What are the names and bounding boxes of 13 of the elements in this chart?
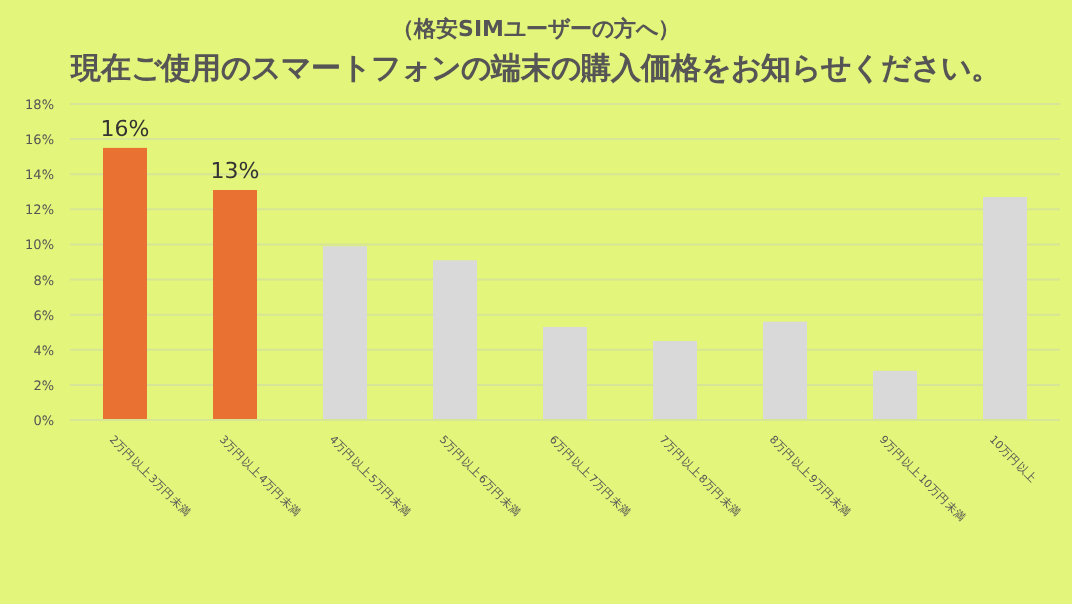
bar — [763, 321, 807, 420]
bar — [873, 370, 917, 420]
chart-subtitle: （格安SIMユーザーの方へ） — [392, 16, 680, 42]
bar — [213, 190, 257, 420]
bar — [323, 246, 367, 420]
data-label: 13% — [210, 158, 260, 185]
bar — [433, 260, 477, 420]
bar — [103, 147, 147, 420]
chart-title: 現在ご使用のスマートフォンの端末の購入価格をお知らせください。 — [69, 50, 1001, 86]
bar — [983, 197, 1027, 420]
data-label: 16% — [100, 115, 150, 142]
bar — [543, 326, 587, 420]
bar — [653, 341, 697, 420]
